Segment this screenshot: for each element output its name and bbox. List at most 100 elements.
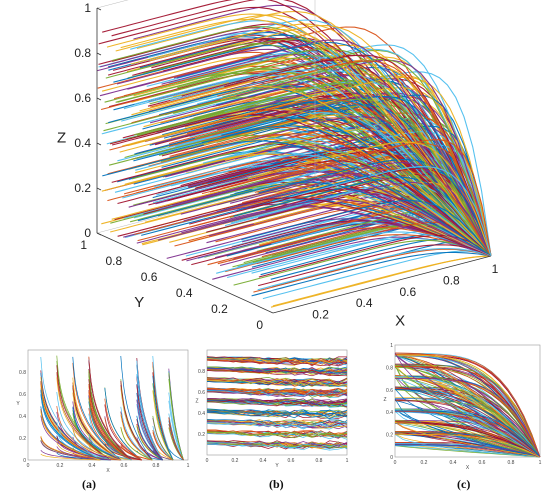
sub-c-curve xyxy=(394,354,541,458)
main-curve xyxy=(110,191,492,257)
sub-a-curve xyxy=(56,360,111,461)
x-axis-label: X xyxy=(395,312,405,329)
sub-a-curve xyxy=(120,406,153,461)
sub-x-axis-label: X xyxy=(466,465,470,471)
sub-a-curve xyxy=(120,443,153,461)
sub-b-curve xyxy=(206,387,348,393)
main-curve xyxy=(152,108,492,257)
main-curve xyxy=(112,26,492,257)
z-tick xyxy=(96,97,102,101)
main-curve xyxy=(107,37,492,257)
sub-x-tick-label: 1 xyxy=(187,463,190,469)
main-curve xyxy=(272,255,492,307)
sub-a-curve xyxy=(72,382,122,461)
main-curve xyxy=(102,0,492,257)
main-axes xyxy=(96,0,492,314)
sub-a-curve xyxy=(88,383,132,461)
sub-c-curve xyxy=(395,410,541,458)
main-curve xyxy=(236,59,492,257)
z-tick-label: 0.6 xyxy=(74,91,91,105)
main-curve xyxy=(212,236,492,280)
main-curve xyxy=(123,70,492,257)
sub-a-curve xyxy=(72,428,122,461)
sub-x-tick-label: 0.2 xyxy=(421,460,428,466)
sub-y-tick-label: 0.2 xyxy=(386,433,393,439)
main-curve xyxy=(263,221,492,263)
main-curve xyxy=(241,199,492,257)
subplot-c: 0 0.2 0.4 0.6 0.8 1 0 0.2 0.4 0.6 0.8 1 X Z xyxy=(383,343,541,471)
main-curve xyxy=(136,158,492,257)
z-tick-label: 0 xyxy=(84,226,91,240)
sub-b-curve xyxy=(206,442,348,448)
main-curve xyxy=(106,13,492,257)
sub-a-curve xyxy=(88,360,132,461)
main-curve xyxy=(138,163,492,257)
sub-b-curve xyxy=(206,398,348,406)
sub-a-curve xyxy=(40,449,101,461)
sub-c-curve xyxy=(394,400,541,458)
main-curve xyxy=(105,42,492,257)
main-curve xyxy=(111,0,492,257)
main-curve xyxy=(113,44,492,257)
main-curve xyxy=(153,154,492,257)
main-curve xyxy=(233,239,492,286)
main-curve xyxy=(127,115,492,257)
main-curve xyxy=(258,244,492,287)
sub-b-curve xyxy=(206,358,348,364)
y-tick-label: 0.2 xyxy=(211,302,228,316)
main-curve xyxy=(168,125,492,257)
main-curve xyxy=(251,122,492,257)
sub-y-tick-label: 0.8 xyxy=(386,365,393,371)
sub-y-tick-label: 0.6 xyxy=(386,388,393,394)
sub-b-curve xyxy=(206,359,348,367)
sub-b-curve xyxy=(206,368,348,375)
sub-b-curve xyxy=(206,410,348,417)
sub-a-curve xyxy=(72,407,122,461)
main-curve xyxy=(102,140,492,257)
sub-a-curve xyxy=(40,411,101,461)
sub-a-curve xyxy=(168,417,184,461)
sub-c-curve xyxy=(395,388,541,458)
main-curve xyxy=(111,143,492,257)
box-edge xyxy=(314,175,492,257)
sub-b-curve xyxy=(206,431,348,438)
sub-x-tick-label: 0.2 xyxy=(232,458,239,464)
main-curve xyxy=(194,98,492,257)
main-curve xyxy=(131,86,492,257)
sub-a-curve xyxy=(136,385,163,461)
sub-a-curve xyxy=(120,411,153,461)
z-axis-label: Z xyxy=(57,130,66,147)
sub-a-curve xyxy=(104,398,143,461)
main-curve xyxy=(253,181,492,257)
main-curve xyxy=(253,248,492,293)
sub-y-tick-label: 1 xyxy=(390,343,393,349)
main-curve xyxy=(183,188,492,257)
main-curve xyxy=(229,162,492,257)
sub-b-curve xyxy=(206,381,348,388)
sub-b-curve xyxy=(206,370,348,377)
sub-a-curve xyxy=(88,375,132,461)
sub-x-tick-label: 0.4 xyxy=(260,458,267,464)
z-tick xyxy=(96,232,102,236)
main-curve xyxy=(237,165,492,257)
main-curves xyxy=(97,0,492,308)
sub-b-curve xyxy=(206,398,348,405)
sub-b-curve xyxy=(206,433,348,440)
sub-a-curve xyxy=(120,355,153,461)
sub-a-curve xyxy=(152,415,174,461)
main-curve xyxy=(157,198,492,257)
main-curve xyxy=(173,39,492,257)
sub-a-curve xyxy=(168,372,184,461)
sub-y-tick-label: 0 xyxy=(23,458,26,464)
sub-x-tick-label: 0.8 xyxy=(508,460,515,466)
sub-a-curve xyxy=(88,398,132,461)
sub-a-curve xyxy=(136,415,163,461)
sub-a-curve xyxy=(152,390,174,461)
main-curve xyxy=(216,231,492,274)
sub-b-curve xyxy=(206,356,348,362)
z-tick-label: 1 xyxy=(84,1,91,15)
sub-a-curve xyxy=(72,362,122,461)
sub-x-axis-label: Y xyxy=(275,463,279,469)
main-curve xyxy=(212,75,492,257)
sub-a-curve xyxy=(152,432,174,461)
